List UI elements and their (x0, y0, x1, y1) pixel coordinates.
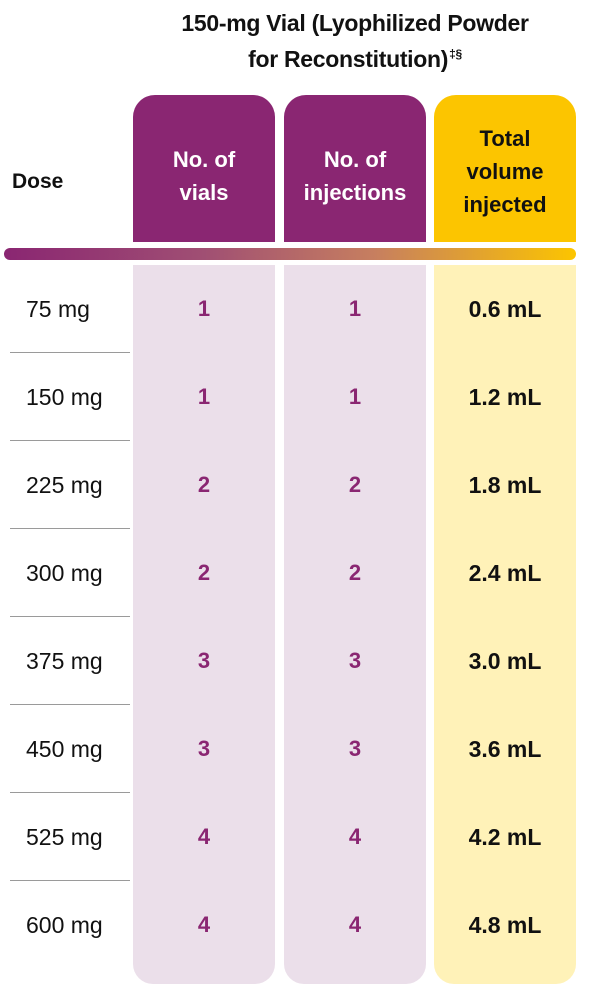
row-divider (10, 440, 130, 441)
volume-cell: 4.8 mL (468, 911, 542, 938)
vials-cell: 3 (197, 736, 211, 761)
vials-header-label: No. of vials (172, 146, 236, 205)
injections-cell: 1 (348, 296, 362, 321)
injections-cell: 4 (348, 824, 362, 849)
injections-header: No. of injections (284, 95, 426, 242)
row-divider (10, 352, 130, 353)
dose-cell: 75 mg (26, 295, 90, 322)
row-divider (10, 704, 130, 705)
table-row: 600 mg 4 4 4.8 mL (0, 881, 592, 969)
vials-column-background (133, 265, 275, 984)
footnote-marks: ‡§ (449, 47, 462, 61)
injections-cell: 2 (348, 472, 362, 497)
volume-header: Total volume injected (434, 95, 576, 242)
vials-cell: 4 (197, 912, 211, 937)
table-title-line2-text: for Reconstitution) (248, 46, 449, 72)
volume-cell: 2.4 mL (468, 559, 542, 586)
table-row: 375 mg 3 3 3.0 mL (0, 617, 592, 705)
injections-cell: 1 (348, 384, 362, 409)
dose-header: Dose (12, 170, 64, 193)
dose-cell: 225 mg (26, 471, 103, 498)
volume-cell: 3.0 mL (468, 647, 542, 674)
dosing-table-body: 75 mg 1 1 0.6 mL 150 mg 1 1 1.2 mL 225 m… (0, 265, 592, 969)
row-divider (10, 880, 130, 881)
volume-cell: 4.2 mL (468, 823, 542, 850)
table-row: 150 mg 1 1 1.2 mL (0, 353, 592, 441)
injections-cell: 3 (348, 736, 362, 761)
dose-cell: 375 mg (26, 647, 103, 674)
row-divider (10, 528, 130, 529)
volume-column-background (434, 265, 576, 984)
table-row: 300 mg 2 2 2.4 mL (0, 529, 592, 617)
vials-cell: 4 (197, 824, 211, 849)
volume-cell: 1.2 mL (468, 383, 542, 410)
injections-header-label: No. of injections (303, 146, 407, 205)
vials-cell: 3 (197, 648, 211, 673)
volume-header-label: Total volume injected (463, 126, 547, 217)
table-row: 75 mg 1 1 0.6 mL (0, 265, 592, 353)
table-title: 150-mg Vial (Lyophilized Powder for Reco… (130, 8, 580, 75)
dose-cell: 150 mg (26, 383, 103, 410)
table-row: 525 mg 4 4 4.2 mL (0, 793, 592, 881)
injections-cell: 4 (348, 912, 362, 937)
volume-cell: 3.6 mL (468, 735, 542, 762)
row-divider (10, 792, 130, 793)
row-divider (10, 616, 130, 617)
table-title-line1: 150-mg Vial (Lyophilized Powder (181, 10, 529, 36)
table-title-line2: for Reconstitution)‡§ (130, 39, 580, 75)
vials-header: No. of vials (133, 95, 275, 242)
injections-cell: 2 (348, 560, 362, 585)
table-row: 225 mg 2 2 1.8 mL (0, 441, 592, 529)
dose-cell: 600 mg (26, 911, 103, 938)
vials-cell: 2 (197, 560, 211, 585)
dose-cell: 450 mg (26, 735, 103, 762)
header-divider-bar (4, 248, 576, 260)
volume-cell: 0.6 mL (468, 295, 542, 322)
vials-cell: 2 (197, 472, 211, 497)
dose-cell: 300 mg (26, 559, 103, 586)
table-row: 450 mg 3 3 3.6 mL (0, 705, 592, 793)
volume-cell: 1.8 mL (468, 471, 542, 498)
dose-cell: 525 mg (26, 823, 103, 850)
vials-cell: 1 (197, 296, 211, 321)
injections-column-background (284, 265, 426, 984)
vials-cell: 1 (197, 384, 211, 409)
injections-cell: 3 (348, 648, 362, 673)
